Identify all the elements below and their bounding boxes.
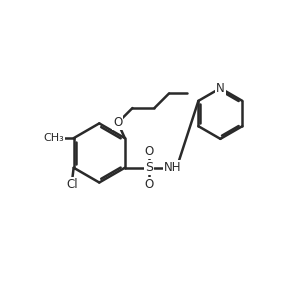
Text: O: O — [113, 116, 123, 129]
Text: N: N — [216, 82, 225, 95]
Text: O: O — [144, 177, 153, 190]
Text: S: S — [145, 161, 153, 174]
Text: O: O — [144, 145, 153, 158]
Text: NH: NH — [164, 161, 181, 174]
Text: Cl: Cl — [67, 177, 78, 190]
Text: CH₃: CH₃ — [43, 133, 64, 143]
